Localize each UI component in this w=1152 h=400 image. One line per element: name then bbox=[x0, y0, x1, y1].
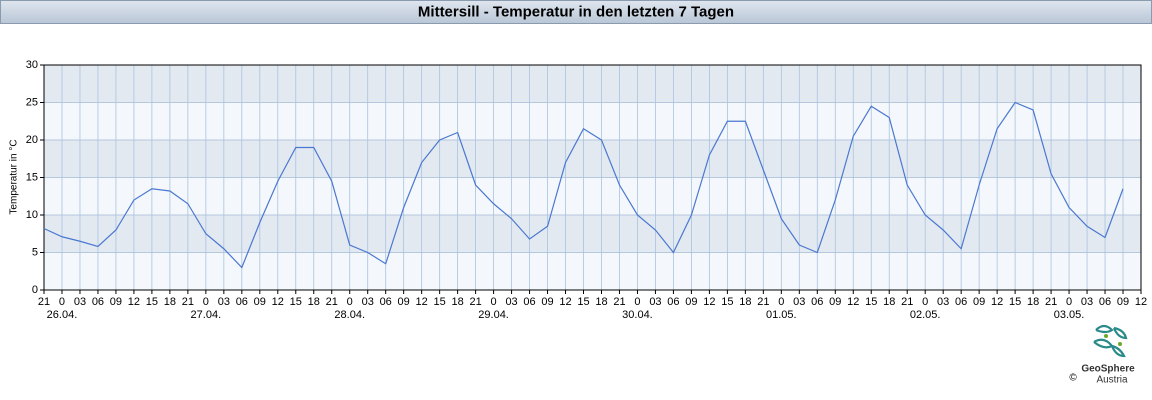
x-tick-label: 0 bbox=[778, 296, 784, 308]
date-label: 29.04. bbox=[478, 309, 509, 321]
y-tick-label: 20 bbox=[26, 134, 38, 146]
x-tick-label: 21 bbox=[182, 296, 194, 308]
x-tick-label: 06 bbox=[811, 296, 823, 308]
date-label: 26.04. bbox=[47, 309, 78, 321]
x-tick-label: 06 bbox=[667, 296, 679, 308]
copyright: © bbox=[1069, 373, 1077, 384]
y-tick-label: 15 bbox=[26, 171, 38, 183]
grid-band bbox=[44, 215, 1141, 253]
grid-band bbox=[44, 177, 1141, 215]
x-tick-label: 03 bbox=[1081, 296, 1093, 308]
date-label: 03.05. bbox=[1054, 309, 1085, 321]
x-tick-label: 15 bbox=[434, 296, 446, 308]
y-tick-label: 0 bbox=[32, 284, 38, 296]
x-tick-label: 12 bbox=[1135, 296, 1147, 308]
x-tick-label: 15 bbox=[1009, 296, 1021, 308]
x-tick-label: 18 bbox=[595, 296, 607, 308]
x-tick-label: 21 bbox=[1045, 296, 1057, 308]
x-tick-label: 12 bbox=[991, 296, 1003, 308]
x-tick-label: 06 bbox=[236, 296, 248, 308]
x-tick-label: 12 bbox=[847, 296, 859, 308]
x-tick-label: 09 bbox=[110, 296, 122, 308]
x-tick-label: 18 bbox=[164, 296, 176, 308]
x-tick-label: 18 bbox=[739, 296, 751, 308]
x-tick-label: 15 bbox=[721, 296, 733, 308]
x-tick-label: 06 bbox=[955, 296, 967, 308]
x-tick-label: 0 bbox=[1066, 296, 1072, 308]
grid-band bbox=[44, 252, 1141, 290]
x-tick-label: 21 bbox=[901, 296, 913, 308]
y-tick-label: 10 bbox=[26, 209, 38, 221]
x-tick-label: 09 bbox=[685, 296, 697, 308]
data-line bbox=[43, 101, 1124, 269]
x-tick-label: 09 bbox=[254, 296, 266, 308]
x-tick-label: 18 bbox=[451, 296, 463, 308]
x-tick-label: 15 bbox=[577, 296, 589, 308]
x-tick-label: 18 bbox=[308, 296, 320, 308]
x-tick-label: 06 bbox=[1099, 296, 1111, 308]
logo-sub: Austria bbox=[1096, 375, 1128, 386]
x-tick-label: 03 bbox=[793, 296, 805, 308]
x-tick-label: 06 bbox=[523, 296, 535, 308]
x-tick-label: 12 bbox=[703, 296, 715, 308]
x-tick-label: 21 bbox=[757, 296, 769, 308]
x-tick-label: 12 bbox=[416, 296, 428, 308]
grid-band bbox=[44, 140, 1141, 178]
date-label: 28.04. bbox=[334, 309, 365, 321]
x-tick-label: 03 bbox=[74, 296, 86, 308]
y-tick-label: 25 bbox=[26, 96, 38, 108]
x-tick-label: 21 bbox=[326, 296, 338, 308]
chart-title: Mittersill - Temperatur in den letzten 7… bbox=[418, 3, 734, 20]
x-tick-label: 0 bbox=[59, 296, 65, 308]
x-tick-label: 18 bbox=[1027, 296, 1039, 308]
x-tick-label: 09 bbox=[973, 296, 985, 308]
plot-frame bbox=[43, 64, 1142, 291]
date-label: 02.05. bbox=[910, 309, 941, 321]
x-tick-label: 0 bbox=[634, 296, 640, 308]
x-tick-label: 15 bbox=[865, 296, 877, 308]
y-tick-label: 30 bbox=[26, 59, 38, 71]
x-tick-label: 03 bbox=[937, 296, 949, 308]
x-tick-label: 09 bbox=[398, 296, 410, 308]
x-tick-label: 09 bbox=[829, 296, 841, 308]
x-tick-label: 0 bbox=[922, 296, 928, 308]
x-tick-label: 03 bbox=[505, 296, 517, 308]
date-label: 27.04. bbox=[191, 309, 222, 321]
x-tick-label: 18 bbox=[883, 296, 895, 308]
x-tick-label: 0 bbox=[491, 296, 497, 308]
y-tick-label: 5 bbox=[32, 246, 38, 258]
date-label: 01.05. bbox=[766, 309, 797, 321]
date-label: 30.04. bbox=[622, 309, 653, 321]
x-tick-label: 12 bbox=[559, 296, 571, 308]
logo-name: GeoSphere bbox=[1081, 364, 1135, 375]
x-tick-label: 0 bbox=[203, 296, 209, 308]
grid-band bbox=[44, 65, 1141, 103]
x-tick-label: 21 bbox=[613, 296, 625, 308]
x-tick-label: 06 bbox=[380, 296, 392, 308]
x-tick-label: 21 bbox=[38, 296, 50, 308]
x-tick-label: 12 bbox=[272, 296, 284, 308]
x-tick-label: 15 bbox=[146, 296, 158, 308]
x-tick-label: 09 bbox=[541, 296, 553, 308]
x-tick-label: 0 bbox=[347, 296, 353, 308]
x-tick-label: 06 bbox=[92, 296, 104, 308]
x-tick-label: 21 bbox=[469, 296, 481, 308]
x-tick-label: 03 bbox=[362, 296, 374, 308]
x-tick-label: 09 bbox=[1117, 296, 1129, 308]
x-tick-label: 15 bbox=[290, 296, 302, 308]
x-tick-label: 03 bbox=[218, 296, 230, 308]
x-tick-label: 03 bbox=[649, 296, 661, 308]
logo bbox=[1093, 324, 1128, 358]
x-tick-label: 12 bbox=[128, 296, 140, 308]
y-axis-label: Temperatur in °C bbox=[9, 139, 20, 214]
